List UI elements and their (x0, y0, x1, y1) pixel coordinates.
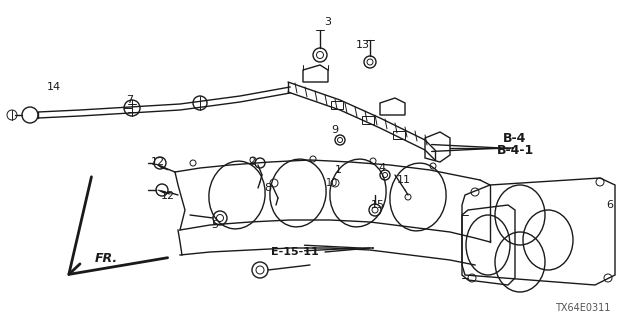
Text: 12: 12 (161, 191, 175, 201)
Text: B-4: B-4 (503, 132, 527, 145)
Text: B-4-1: B-4-1 (497, 143, 534, 156)
Text: 3: 3 (324, 17, 332, 27)
Text: 2: 2 (248, 157, 255, 167)
Text: E-15-11: E-15-11 (271, 247, 319, 257)
Text: 10: 10 (326, 178, 338, 188)
Text: 5: 5 (211, 220, 218, 230)
Text: TX64E0311: TX64E0311 (555, 303, 610, 313)
Text: 13: 13 (356, 40, 370, 50)
Text: 6: 6 (607, 200, 614, 210)
Text: 12: 12 (151, 157, 165, 167)
Text: 15: 15 (371, 200, 385, 210)
Text: FR.: FR. (95, 252, 118, 265)
Text: 8: 8 (264, 183, 271, 193)
Text: 11: 11 (397, 175, 411, 185)
Text: 7: 7 (127, 95, 134, 105)
Text: 14: 14 (47, 82, 61, 92)
Text: 4: 4 (378, 163, 385, 173)
Text: 1: 1 (335, 165, 342, 175)
Text: 9: 9 (332, 125, 339, 135)
